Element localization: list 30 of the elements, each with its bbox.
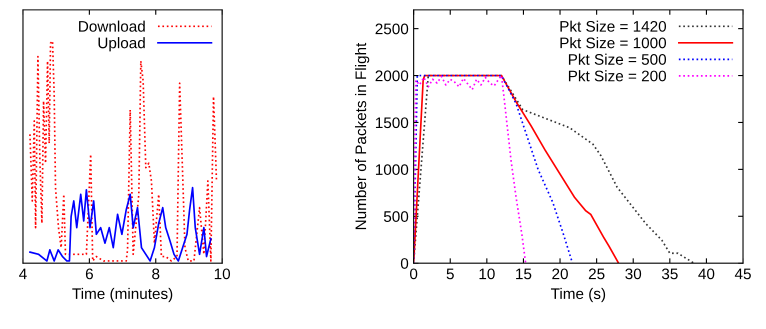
x-tick-label: 40 bbox=[698, 268, 714, 280]
x-tick-label: 5 bbox=[446, 268, 454, 280]
x-axis-title: Time (s) bbox=[550, 288, 606, 302]
x-tick-label: 10 bbox=[214, 268, 230, 280]
x-tick-label: 6 bbox=[86, 268, 93, 280]
y-axis-title: Number of Packets in Flight bbox=[355, 42, 370, 230]
legend-label: Pkt Size = 200 bbox=[568, 70, 666, 82]
y-tick-label: 0 bbox=[400, 258, 408, 269]
x-tick-label: 30 bbox=[625, 268, 642, 280]
x-axis-title: Time (minutes) bbox=[72, 288, 172, 302]
y-tick-label: 1500 bbox=[376, 117, 408, 128]
legend-label: Upload bbox=[98, 37, 145, 52]
y-tick-label: 1000 bbox=[376, 164, 408, 176]
legend-label: Download bbox=[79, 20, 145, 32]
x-tick-label: 45 bbox=[734, 268, 751, 280]
x-tick-label: 35 bbox=[662, 268, 678, 280]
x-tick-label: 20 bbox=[552, 268, 568, 280]
legend-label: Pkt Size = 1000 bbox=[560, 37, 666, 48]
y-tick-label: 500 bbox=[384, 211, 408, 222]
legend-label: Pkt Size = 1420 bbox=[560, 20, 666, 32]
x-tick-label: 4 bbox=[19, 268, 27, 280]
x-tick-label: 10 bbox=[480, 268, 495, 280]
y-tick-label: 2000 bbox=[376, 70, 408, 82]
x-tick-label: 0 bbox=[410, 268, 418, 280]
line-series bbox=[414, 74, 526, 264]
x-tick-label: 15 bbox=[516, 268, 532, 280]
x-tick-label: 25 bbox=[588, 268, 604, 280]
x-tick-label: 8 bbox=[152, 268, 160, 280]
y-tick-label: 2500 bbox=[376, 24, 408, 34]
legend-label: Pkt Size = 500 bbox=[568, 54, 666, 65]
